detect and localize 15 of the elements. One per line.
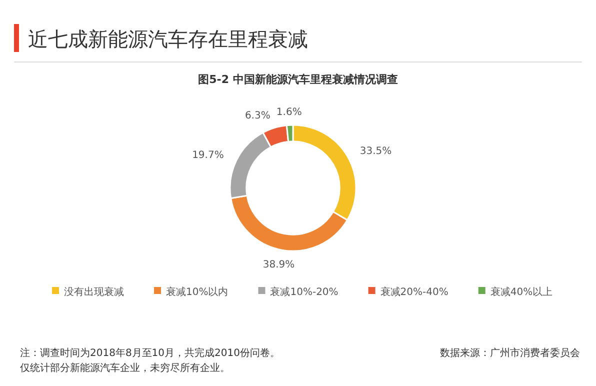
data-label: 38.9%: [262, 260, 295, 271]
data-label: 6.3%: [244, 110, 270, 122]
text: 注：调查时间为2018年8月至10月，共完成2010份问卷。: [20, 347, 280, 359]
legend-label: 没有出现衰减: [64, 286, 124, 298]
chart-subtitle: 图5-2 中国新能源汽车里程衰减情况调查: [198, 73, 398, 86]
legend-label: 衰减40%以上: [490, 286, 553, 298]
text: 仅统计部分新能源汽车企业，未穷尽所有企业。: [20, 362, 230, 374]
data-label: 19.7%: [192, 150, 224, 162]
chart-title: 近七成新能源汽车存在里程衰减: [28, 27, 308, 51]
legend-label: 衰减10%以内: [166, 286, 228, 298]
source-note: 数据来源：广州市消费者委员会: [440, 347, 580, 359]
data-label: 33.5%: [360, 146, 392, 157]
legend-label: 衰减10%-20%: [270, 286, 338, 298]
legend-label: 衰减20%-40%: [380, 286, 448, 298]
data-label: 1.6%: [276, 107, 302, 118]
